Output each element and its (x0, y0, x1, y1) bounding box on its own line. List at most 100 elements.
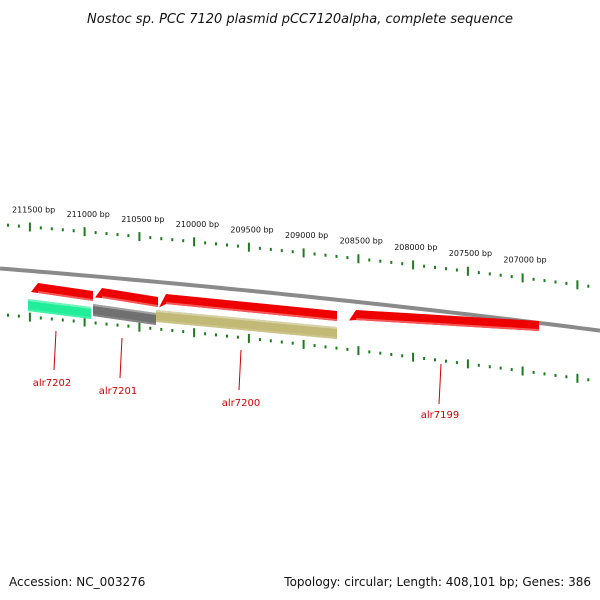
scale-tick (357, 254, 360, 264)
scale-labels: 211500 bp 211000 bp 210500 bp 210000 bp 2095… (12, 206, 547, 265)
scale-tick (215, 333, 217, 337)
scale-tick (510, 275, 513, 279)
scale-tick (434, 265, 436, 269)
scale-tick (50, 227, 53, 231)
scale-tick (280, 249, 283, 253)
scale-tick (565, 375, 568, 379)
scale-tick (313, 344, 316, 348)
scale-tick (521, 273, 524, 283)
scale-tick (149, 326, 152, 330)
scale-tick (335, 254, 338, 258)
scale-tick (193, 328, 196, 338)
scale-tick (488, 365, 491, 369)
scale-tick (477, 363, 480, 367)
scale-label: 209500 bp (230, 225, 273, 234)
scale-tick (346, 256, 349, 260)
scale-tick (576, 373, 579, 383)
scale-tick (94, 231, 97, 235)
scale-tick (61, 318, 64, 322)
scale-tick (280, 340, 283, 344)
scale-tick (258, 338, 261, 342)
scale-tick (423, 357, 426, 360)
scale-tick (368, 258, 371, 262)
feature-arrow (31, 283, 93, 301)
scale-tick (576, 280, 579, 290)
gene-label-alr7200[interactable]: alr7200 (222, 398, 260, 409)
scale-label: 210000 bp (176, 220, 219, 229)
scale-tick (28, 312, 31, 322)
scale-tick (379, 259, 382, 263)
scale-tick (499, 273, 502, 277)
scale-tick (28, 222, 31, 232)
scale-tick (510, 368, 513, 372)
scale-tick (7, 223, 9, 227)
scale-label: 211500 bp (12, 206, 55, 215)
scale-label: 208000 bp (394, 243, 437, 252)
gene-label-alr7199[interactable]: alr7199 (421, 410, 459, 421)
gene-leader-line (53, 330, 57, 371)
scale-tick (390, 353, 393, 356)
scale-tick (532, 277, 535, 281)
scale-tick (127, 234, 130, 238)
scale-tick (324, 345, 327, 349)
scale-label: 210500 bp (121, 215, 164, 224)
scale-tick (554, 373, 557, 377)
scale-tick (313, 252, 316, 256)
scale-tick (127, 324, 130, 328)
scale-tick (116, 323, 119, 327)
scale-tick (204, 332, 207, 336)
scale-tick (324, 253, 327, 257)
gene-labels: alr7202 alr7201 alr7200 alr7199 (33, 330, 459, 421)
map-title: Nostoc sp. PCC 7120 plasmid pCC7120alpha… (87, 12, 513, 27)
feature-track (31, 283, 539, 331)
scale-label: 207500 bp (449, 249, 492, 258)
scale-tick (434, 358, 436, 362)
scale-tick (247, 333, 250, 343)
scale-tick (171, 238, 174, 242)
scale-tick (587, 284, 590, 288)
scale-tick (532, 370, 535, 374)
scale-tick (587, 378, 590, 382)
scale-tick (226, 334, 228, 338)
gene-leader-line (438, 363, 442, 405)
scale-tick (149, 236, 152, 240)
scale-tick (72, 319, 75, 323)
scale-tick (182, 330, 185, 334)
feature-arrow (349, 310, 539, 331)
scale-tick (138, 322, 141, 332)
scale-tick (105, 232, 108, 236)
gene-leader-line (119, 337, 123, 379)
scale-tick (83, 317, 86, 327)
scale-tick (302, 339, 305, 349)
scale-tick (269, 247, 272, 251)
scale-tick (204, 241, 207, 245)
gene-bar-alr7200 (156, 310, 337, 339)
scale-tick (160, 327, 163, 331)
scale-tick (39, 226, 42, 230)
scale-tick (94, 321, 97, 325)
gene-bar-alr7201 (93, 304, 156, 325)
feature-arrow (95, 288, 158, 307)
gene-label-alr7201[interactable]: alr7201 (99, 386, 137, 397)
scale-tick (215, 242, 217, 246)
scale-tick (269, 339, 272, 343)
scale-tick (247, 242, 250, 252)
scale-tick (543, 372, 546, 376)
scale-tick (368, 350, 371, 354)
gene-label-alr7202[interactable]: alr7202 (33, 378, 71, 389)
scale-tick (412, 260, 415, 270)
gene-bar-alr7202 (28, 299, 91, 319)
scale-tick (455, 268, 458, 272)
scale-tick (401, 262, 404, 266)
scale-tick (17, 224, 20, 228)
scale-label: 209000 bp (285, 231, 328, 240)
scale-tick (72, 229, 75, 233)
scale-tick (477, 271, 480, 275)
scale-tick (138, 232, 141, 242)
scale-tick (455, 361, 458, 365)
gene-track (28, 299, 337, 339)
accession-text: Accession: NC_003276 (9, 575, 145, 589)
scale-tick (50, 317, 53, 321)
scale-tick (105, 322, 108, 326)
scale-tick (236, 335, 239, 339)
